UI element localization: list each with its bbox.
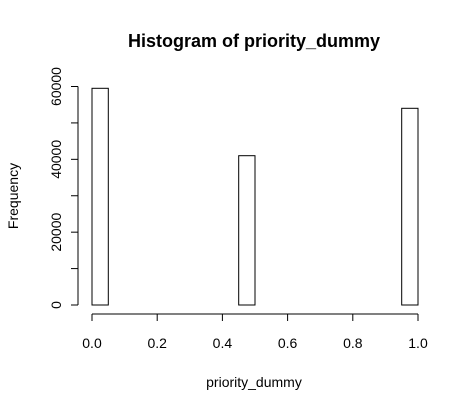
x-tick-label-5: 1.0	[408, 335, 428, 351]
histogram-bar-9	[238, 155, 256, 306]
x-axis: 0.0 0.2 0.4 0.6 0.8 1.0	[82, 313, 428, 351]
x-tick-label-3: 0.6	[278, 335, 298, 351]
histogram-bar-19	[401, 107, 419, 306]
y-tick-label-6: 60000	[48, 67, 64, 106]
chart-title: Histogram of priority_dummy	[128, 31, 380, 51]
x-tick-label-0: 0.0	[82, 335, 102, 351]
x-tick-label-4: 0.8	[343, 335, 363, 351]
x-tick-label-2: 0.4	[213, 335, 233, 351]
x-tick-label-1: 0.2	[147, 335, 167, 351]
x-axis-label: priority_dummy	[206, 374, 302, 390]
y-axis-label: Frequency	[5, 163, 21, 229]
histogram-bar-0	[91, 87, 109, 306]
y-axis: 0 20000 40000 60000	[48, 67, 79, 309]
y-tick-label-2: 20000	[48, 212, 64, 251]
y-tick-label-0: 0	[48, 301, 64, 309]
histogram-bars	[91, 87, 419, 306]
y-tick-label-4: 40000	[48, 140, 64, 179]
